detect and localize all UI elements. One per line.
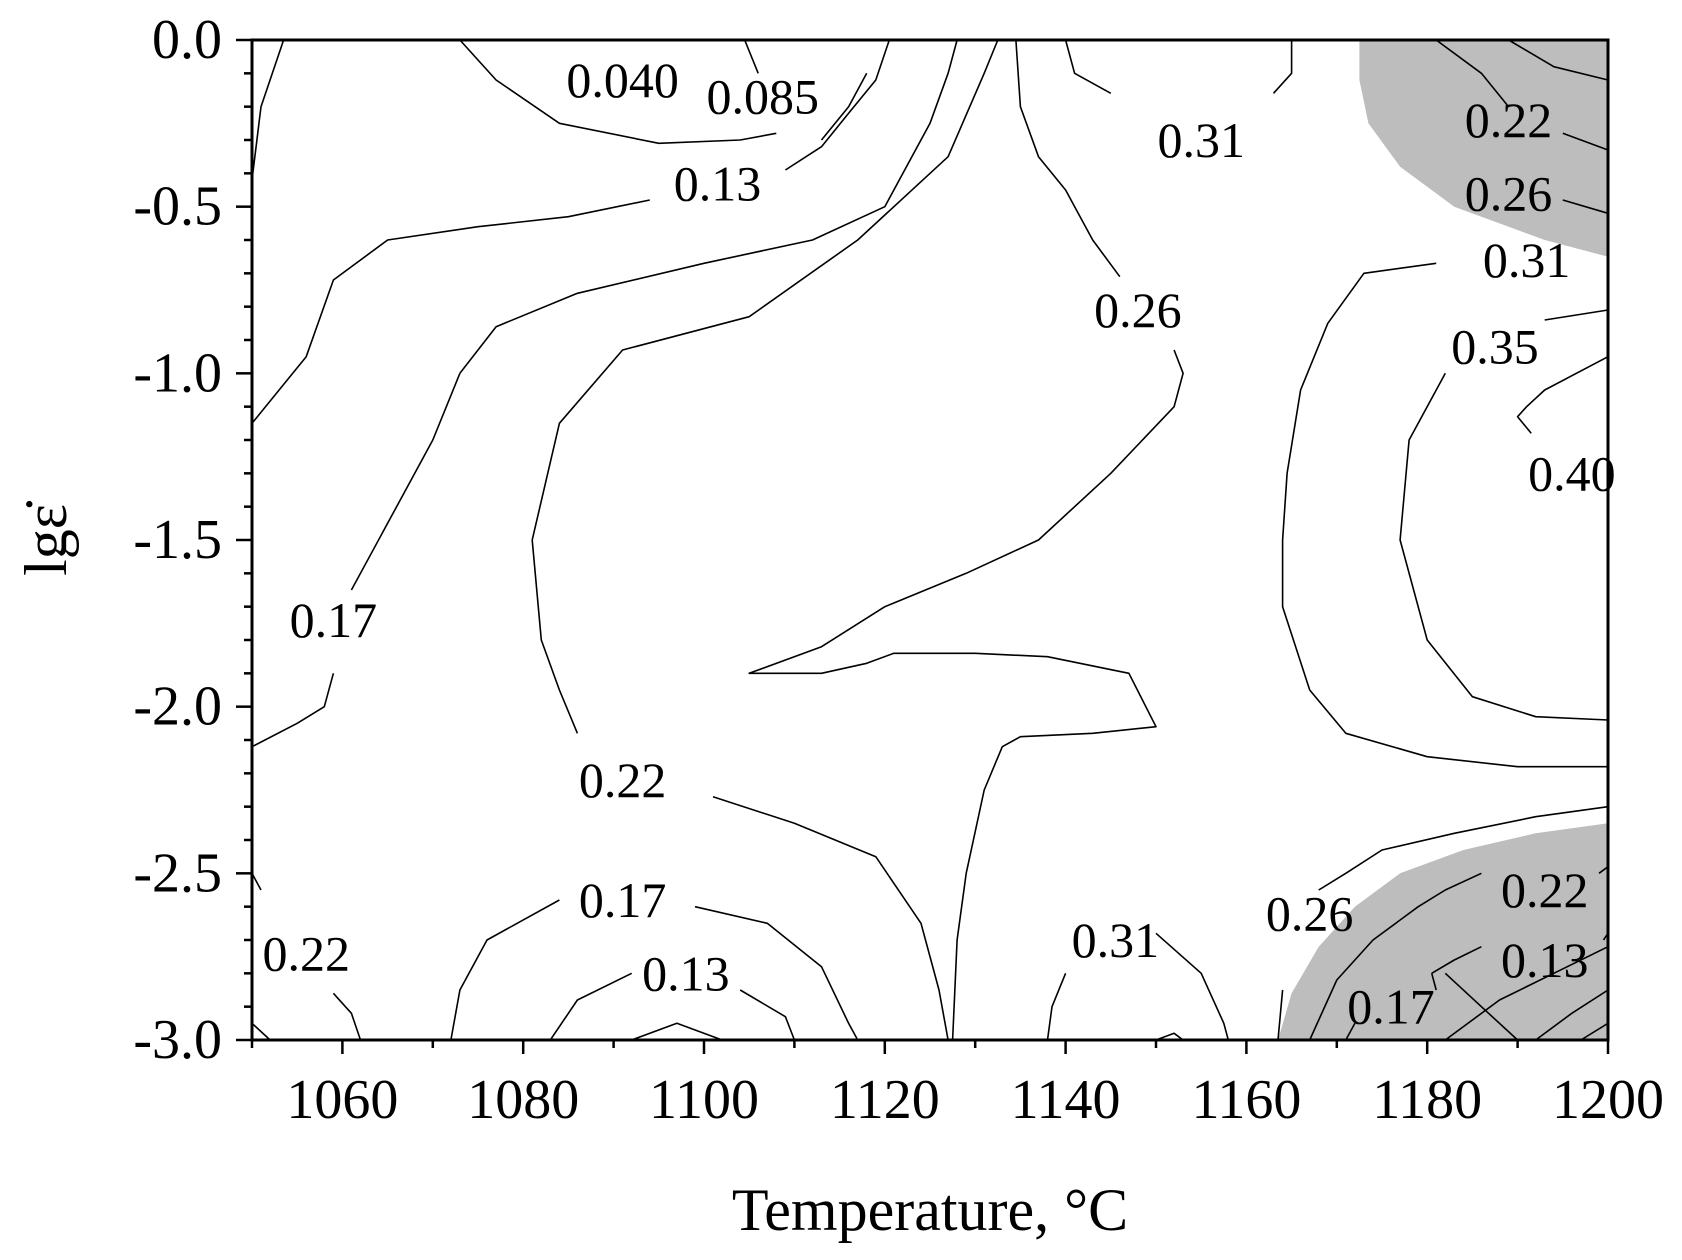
x-tick-label: 1120 (830, 1069, 940, 1131)
x-tick-label: 1140 (1011, 1069, 1121, 1131)
x-tick-labels: 1060 1080 1100 1120 1140 1160 1180 1200 (286, 1069, 1664, 1131)
contour-line-0_13-17 (739, 989, 796, 1041)
contour-label: 0.085 (707, 69, 820, 125)
contour-label: 0.31 (1072, 912, 1160, 968)
contour-line-0_26-19 (1015, 39, 1121, 278)
contour-label: 0.22 (579, 752, 667, 808)
contour-line-0_17-7 (459, 39, 958, 374)
contour-line-0_35-29 (1544, 309, 1609, 321)
x-tick-label: 1100 (649, 1069, 759, 1131)
contour-line-0_17-5 (350, 372, 461, 591)
contour-label: 0.26 (1266, 885, 1354, 941)
contour-line-0_085-44 (1535, 989, 1609, 1041)
x-tick-label: 1060 (286, 1069, 398, 1131)
contour-line-0_26-35 (1562, 199, 1609, 215)
x-tick-label: 1080 (467, 1069, 579, 1131)
y-tick-label: -2.0 (133, 676, 222, 738)
y-tick-label: 0.0 (152, 9, 222, 71)
contour-labels: 0.040 0.085 0.13 0.17 0.22 0.22 0.17 0.13 0.26 0.… (262, 52, 1615, 1035)
contour-line-0_22-12 (332, 992, 362, 1041)
contour-line-0_13-43 (1444, 945, 1609, 1041)
unstable-region-1 (1359, 40, 1608, 257)
axis-ticks (236, 38, 1610, 1054)
contour-lines (251, 39, 1609, 1041)
y-tick-label: -1.0 (133, 342, 222, 404)
contour-label: 0.35 (1451, 319, 1539, 375)
contour-line-0_22-9 (531, 39, 999, 734)
y-tick-label: -1.5 (133, 509, 222, 571)
contour-label: 0.22 (1465, 92, 1553, 148)
contour-label: 0.26 (1465, 165, 1553, 221)
contour-line-0_17-42 (1444, 972, 1519, 1041)
contour-line-0_17-41 (1345, 1022, 1356, 1041)
contour-line-0_31-23 (1155, 932, 1230, 1041)
contour-line-0_085-1 (820, 72, 868, 141)
contour-line-0_31-25 (1155, 1032, 1184, 1041)
contour-line-0_26-20 (748, 349, 1184, 1041)
contour-label: 0.13 (1501, 932, 1589, 988)
x-tick-label: 1160 (1191, 1069, 1301, 1131)
contour-line-0_22-8 (743, 39, 759, 74)
contour-label: 0.22 (262, 925, 350, 981)
contour-label: 0.17 (1347, 979, 1435, 1035)
contour-line-0_4-31 (1516, 355, 1609, 434)
contour-label: 0.31 (1483, 232, 1571, 288)
y-tick-labels: 0.0 -0.5 -1.0 -1.5 -2.0 -2.5 -3.0 (133, 9, 222, 1071)
y-tick-label: -0.5 (133, 176, 222, 238)
contour-line-0_22-32 (1508, 39, 1609, 81)
contour-line-0_22-36 (1308, 872, 1482, 1041)
contour-line-0_31-21 (1064, 39, 1112, 95)
contour-label: 0.040 (566, 52, 679, 108)
contour-line-0_13-16 (549, 972, 633, 1041)
contour-label: 0.26 (1094, 282, 1182, 338)
x-tick-label: 1200 (1552, 1069, 1664, 1131)
contour-line-0_26-34 (1435, 39, 1510, 108)
contour-line-0_31-22 (1272, 40, 1293, 94)
y-tick-label: -3.0 (133, 1009, 222, 1071)
contour-line-0_31-24 (1046, 972, 1067, 1041)
contour-label: 0.17 (290, 592, 378, 648)
contour-line-0_04-45 (1580, 1022, 1609, 1041)
x-tick-label: 1180 (1372, 1069, 1482, 1131)
contour-label: 0.13 (674, 155, 762, 211)
contour-line-0_13-3 (251, 199, 650, 424)
contour-line-0_35-30 (1399, 372, 1609, 721)
contour-label: 0.17 (579, 872, 667, 928)
y-axis-title: lgε̇ (13, 500, 79, 576)
contour-line-0_22-33 (1562, 132, 1609, 151)
x-axis-title: Temperature, °C (732, 1177, 1128, 1243)
contour-label: 0.22 (1501, 862, 1589, 918)
contour-line-0_17-40 (1430, 973, 1437, 991)
contour-line-0_26-27 (1277, 989, 1284, 1041)
contour-line-0_17-6 (251, 673, 335, 748)
unstable-region-2 (1278, 823, 1608, 1040)
contour-line-0_17-15 (694, 905, 859, 1041)
contour-line-0_04-0 (459, 39, 777, 145)
contour-line-0_13-38 (1431, 945, 1482, 974)
contour-line-0_17-14 (450, 899, 560, 1041)
contour-line-0_22-10 (712, 795, 949, 1041)
contour-label: 0.40 (1528, 445, 1616, 501)
contour-line-0_13-4 (784, 39, 891, 171)
contour-line-0_26-26 (1318, 805, 1609, 891)
contour-line-0_085-18 (631, 1022, 723, 1041)
contour-label: 0.31 (1157, 112, 1245, 168)
unstable-regions (1278, 40, 1608, 1040)
contour-line-0_22-13 (251, 1022, 271, 1041)
contour-label: 0.13 (642, 945, 730, 1001)
contour-line-0_13-2 (251, 39, 285, 181)
y-tick-label: -2.5 (133, 842, 222, 904)
contour-line-0_31-28 (1281, 262, 1608, 768)
